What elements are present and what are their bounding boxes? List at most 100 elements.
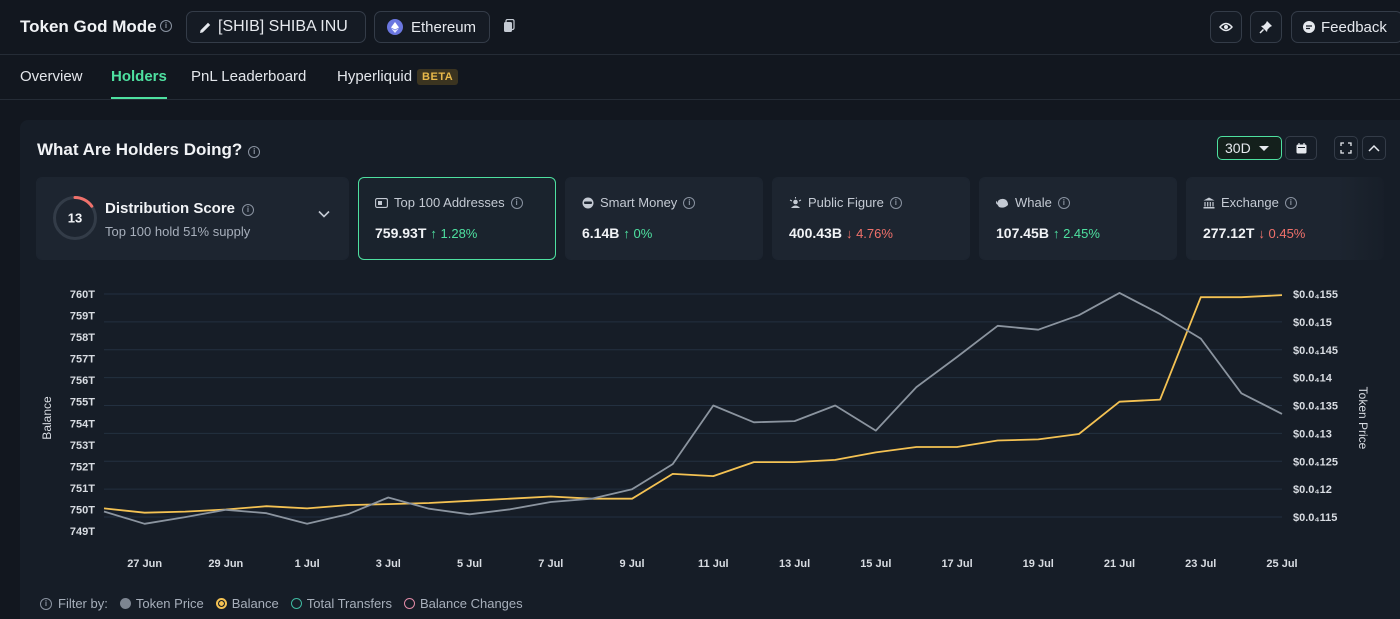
calendar-button[interactable]	[1285, 136, 1317, 160]
metric-card-public-figure[interactable]: Public Figure i 400.43B ↓ 4.76%	[772, 177, 970, 260]
x-tick-label: 5 Jul	[457, 558, 482, 570]
caret-down-icon	[1258, 145, 1269, 151]
metric-value-text: 277.12T	[1203, 225, 1255, 241]
y2-tick-label: $0.0₄15	[1293, 317, 1332, 329]
holders-chart[interactable]: $0.0₄115 $0.0₄12 $0.0₄125 $0.0₄13 $0.0₄135 $0…	[20, 120, 1400, 590]
metric-label-text: Whale	[1015, 195, 1052, 210]
tab-bar: Overview Holders PnL Leaderboard Hyperli…	[0, 56, 1400, 100]
x-tick-label: 15 Jul	[860, 558, 891, 570]
ethereum-icon	[387, 19, 403, 35]
token-selector[interactable]: [SHIB] SHIBA INU	[186, 11, 366, 43]
app-title: Token God Mode	[20, 17, 157, 36]
metric-value-text: 107.45B	[996, 225, 1049, 241]
time-range-value: 30D	[1225, 140, 1251, 156]
info-icon[interactable]: i	[889, 196, 902, 209]
y-tick-label: 757T	[70, 354, 95, 366]
x-tick-label: 3 Jul	[376, 558, 401, 570]
tab-overview[interactable]: Overview	[20, 68, 83, 85]
metric-change: ↓ 0.45%	[1258, 226, 1306, 241]
legend-item-balance-changes[interactable]: Balance Changes	[404, 596, 523, 611]
y-tick-label: 749T	[70, 526, 95, 538]
chain-label: Ethereum	[411, 18, 477, 36]
top-bar: Token God Mode i [SHIB] SHIBA INU Ethere…	[0, 0, 1400, 55]
smart-money-icon	[582, 197, 594, 208]
metric-change-text: 4.76%	[856, 226, 893, 241]
legend-item-token-price[interactable]: Token Price	[119, 596, 204, 611]
feedback-label: Feedback	[1321, 18, 1387, 36]
tab-pnl-leaderboard[interactable]: PnL Leaderboard	[191, 68, 307, 85]
whale-icon	[996, 198, 1008, 208]
metric-value-text: 759.93T	[375, 225, 427, 241]
y-tick-label: 753T	[70, 440, 95, 452]
chevron-down-icon[interactable]	[318, 210, 330, 218]
metric-card-top-100-addresses[interactable]: Top 100 Addresses i 759.93T ↑ 1.28%	[358, 177, 556, 260]
metric-change-text: 1.28%	[440, 226, 478, 241]
legend-dot	[404, 598, 416, 609]
calendar-icon	[1296, 142, 1306, 153]
distribution-title-text: Distribution Score	[105, 200, 236, 217]
x-tick-label: 19 Jul	[1023, 558, 1054, 570]
chain-selector[interactable]: Ethereum	[374, 11, 490, 43]
pencil-icon	[200, 22, 211, 33]
legend-label: Total Transfers	[306, 596, 393, 611]
metric-value: 400.43B ↓ 4.76%	[789, 225, 893, 241]
pin-button[interactable]	[1250, 11, 1282, 43]
legend-item-balance[interactable]: Balance	[215, 596, 279, 611]
metric-card-smart-money[interactable]: Smart Money i 6.14B ↑ 0%	[565, 177, 763, 260]
y2-tick-label: $0.0₄13	[1293, 428, 1332, 440]
y2-tick-label: $0.0₄14	[1293, 373, 1333, 385]
info-icon[interactable]: i	[40, 597, 52, 610]
chart-legend: i Filter by: Token Price Balance Total T…	[40, 596, 523, 611]
info-icon[interactable]: i	[683, 196, 696, 209]
y-axis-title: Balance	[40, 396, 54, 440]
metric-label: Top 100 Addresses i	[375, 195, 523, 210]
y-tick-label: 756T	[70, 375, 95, 387]
x-tick-label: 13 Jul	[779, 558, 810, 570]
pin-icon	[1259, 21, 1272, 34]
y2-tick-label: $0.0₄155	[1293, 289, 1338, 301]
bank-icon	[1203, 197, 1215, 208]
chevron-up-icon	[1368, 144, 1380, 152]
legend-dot	[119, 598, 131, 609]
x-tick-label: 7 Jul	[538, 558, 563, 570]
y2-tick-label: $0.0₄145	[1293, 345, 1338, 357]
collapse-button[interactable]	[1362, 136, 1386, 160]
copy-icon[interactable]	[503, 18, 515, 38]
info-icon[interactable]: i	[160, 20, 172, 32]
y2-tick-label: $0.0₄135	[1293, 401, 1338, 413]
legend-label: Balance Changes	[420, 596, 523, 611]
chat-icon	[1303, 21, 1315, 33]
metric-change-text: 2.45%	[1063, 226, 1100, 241]
tab-hyperliquid[interactable]: Hyperliquid BETA	[337, 68, 459, 99]
distribution-score-value: 13	[68, 211, 82, 226]
legend-item-total-transfers[interactable]: Total Transfers	[290, 596, 393, 611]
metric-card-whale[interactable]: Whale i 107.45B ↑ 2.45%	[979, 177, 1177, 260]
expand-icon	[1340, 142, 1352, 154]
info-icon[interactable]: i	[248, 146, 261, 158]
metric-label: Public Figure i	[789, 195, 902, 210]
watch-button[interactable]	[1210, 11, 1242, 43]
y-tick-label: 752T	[70, 461, 95, 473]
time-range-dropdown[interactable]: 30D	[1217, 136, 1282, 160]
distribution-subtitle: Top 100 hold 51% supply	[105, 224, 251, 239]
info-icon[interactable]: i	[1057, 196, 1070, 209]
fullscreen-button[interactable]	[1334, 136, 1358, 160]
metric-change-text: 0%	[633, 226, 653, 241]
feedback-button[interactable]: Feedback	[1291, 11, 1400, 43]
info-icon[interactable]: i	[510, 196, 523, 209]
metric-label: Smart Money i	[582, 195, 696, 210]
x-tick-label: 9 Jul	[620, 558, 645, 570]
metric-change-text: 0.45%	[1268, 226, 1306, 241]
distribution-score-card[interactable]: 13 Distribution Score i Top 100 hold 51% …	[36, 177, 349, 260]
y-tick-label: 758T	[70, 332, 95, 344]
eye-icon	[1219, 22, 1233, 32]
metric-label: Whale i	[996, 195, 1070, 210]
tab-holders[interactable]: Holders	[111, 68, 167, 99]
y2-tick-label: $0.0₄115	[1293, 512, 1337, 524]
metric-value: 759.93T ↑ 1.28%	[375, 225, 477, 241]
y-tick-label: 750T	[70, 504, 95, 516]
legend-prefix: Filter by:	[58, 596, 108, 611]
info-icon[interactable]: i	[242, 204, 255, 216]
x-tick-label: 23 Jul	[1185, 558, 1216, 570]
info-icon[interactable]: i	[1284, 196, 1297, 209]
